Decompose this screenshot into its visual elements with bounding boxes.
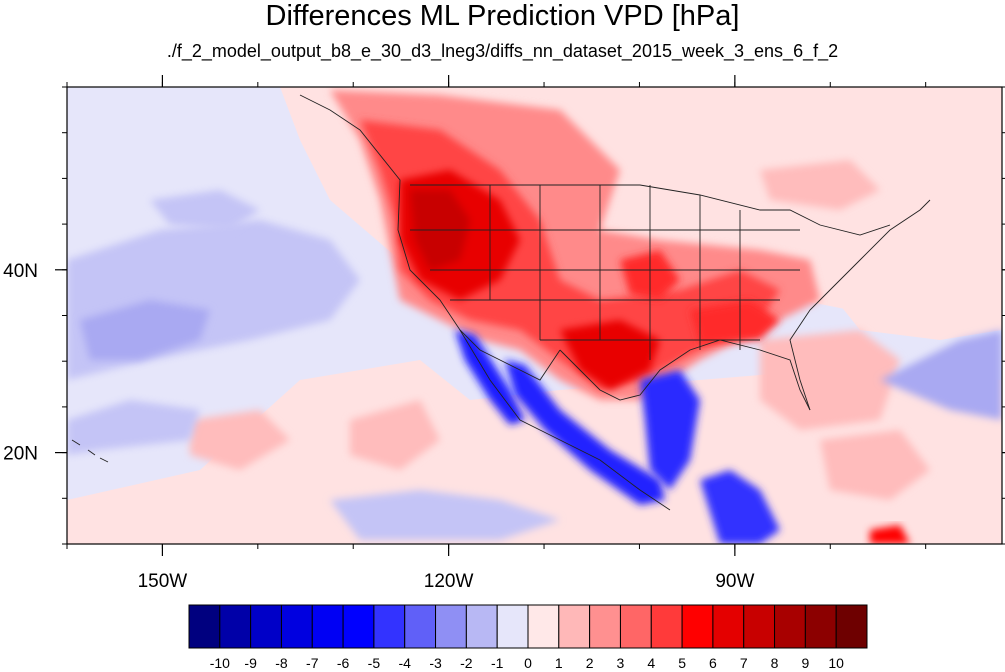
colorbar-label: -8 [275, 655, 288, 671]
colorbar-label: -5 [368, 655, 381, 671]
lat-tick-label: 40N [3, 261, 38, 282]
colorbar-box [804, 604, 837, 649]
colorbar-label: -2 [460, 655, 473, 671]
state-grid-h [410, 229, 800, 341]
colorbar-box [681, 604, 714, 649]
field-blue-pacific-band [80, 300, 210, 360]
colorbar-label: -10 [210, 655, 230, 671]
coastline-mexico-pacific [459, 329, 671, 511]
colorbar-box [650, 604, 683, 649]
field-red-southeast [690, 300, 780, 345]
coastline-hawaii [71, 439, 109, 463]
map-axis-ticks [55, 75, 1005, 556]
lon-tick-label: 150W [138, 571, 188, 592]
field-light-pink-east [820, 270, 1002, 340]
colorbar-label: -6 [337, 655, 350, 671]
colorbar-box [589, 604, 621, 649]
field-pink-caribbean [820, 430, 930, 500]
colorbar-labels: -10 -9 -8 -7 -6 -5 -4 -3 -2 -1 0 1 2 3 4 5 6 7 8 9 10 [210, 655, 844, 671]
coastline-east [789, 199, 931, 411]
field-red-caribbean-spot [870, 525, 910, 544]
colorbar-box [496, 604, 529, 649]
coastline-west [299, 94, 561, 381]
colorbar-label: -3 [429, 655, 442, 671]
colorbar-box [527, 604, 560, 649]
colorbar-box [774, 604, 806, 649]
field-blue-pacific-south [67, 400, 200, 455]
map-title: Differences ML Prediction VPD [hPa] [265, 0, 740, 32]
field-red-texas [560, 320, 660, 390]
field-blue-atlantic [880, 330, 1002, 420]
colorbar-box [342, 604, 375, 649]
colorbar-label: 5 [678, 655, 686, 671]
colorbar-box [743, 604, 776, 649]
colorbar-label: -9 [244, 655, 257, 671]
colorbar-box [280, 604, 313, 649]
colorbar-label: 4 [647, 655, 655, 671]
map-subtitle: ./f_2_model_output_b8_e_30_d3_lneg3/diff… [166, 41, 839, 61]
colorbar-label: 7 [740, 655, 748, 671]
map-axis-labels: 150W 120W 90W 40N 20N [3, 261, 754, 592]
colorbar-label: 6 [709, 655, 717, 671]
colorbar-label: 1 [555, 655, 563, 671]
lon-tick-label: 90W [715, 571, 754, 592]
colorbar-box [219, 604, 252, 649]
field-pink-east [760, 330, 900, 430]
coastline-outlines [71, 94, 931, 511]
colorbar-label: 8 [771, 655, 779, 671]
colorbar-box [835, 604, 868, 649]
colorbar-label: -4 [399, 655, 412, 671]
colorbar-label: 2 [586, 655, 594, 671]
difference-field [67, 87, 1002, 544]
colorbar-box [311, 604, 344, 649]
colorbar-label: -7 [306, 655, 319, 671]
colorbar-box [250, 604, 282, 649]
field-pink-ne [760, 160, 880, 210]
colorbar-box [373, 604, 406, 649]
colorbar-label: 3 [617, 655, 625, 671]
colorbar-box [712, 604, 745, 649]
field-blue-baja [455, 330, 525, 425]
colorbar-box [404, 604, 437, 649]
field-pink-sw [190, 410, 290, 470]
field-blue-central-america [700, 470, 780, 544]
colorbar-box [435, 604, 467, 649]
field-blue-gulf [640, 370, 700, 490]
lon-tick-label: 120W [424, 571, 474, 592]
colorbar-label: -1 [491, 655, 504, 671]
colorbar-label: 10 [828, 655, 844, 671]
field-pink-south [350, 400, 440, 470]
colorbar-box [188, 604, 221, 649]
coastline-gulf [559, 339, 811, 411]
colorbar-box [465, 604, 498, 649]
state-grid-v [489, 185, 741, 360]
field-blue-mexico-coast [505, 360, 665, 505]
colorbar-label: 9 [801, 655, 809, 671]
lat-tick-label: 20N [3, 444, 38, 465]
colorbar-box [619, 604, 652, 649]
colorbar-boxes [188, 604, 868, 649]
colorbar-box [558, 604, 591, 649]
colorbar-label: 0 [524, 655, 532, 671]
field-blue-pacific-north [150, 190, 260, 230]
field-blue-pacific-southern [330, 490, 560, 540]
